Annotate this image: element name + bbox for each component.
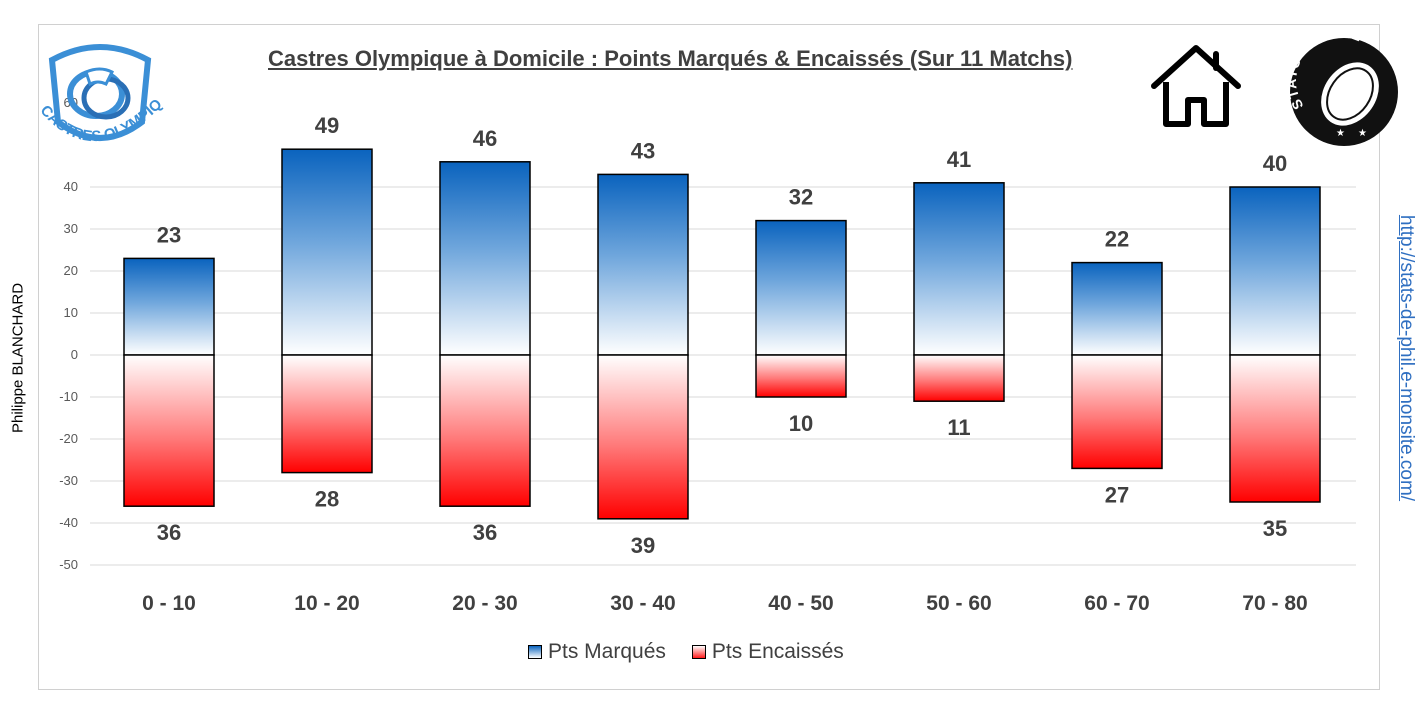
data-label-marques: 40 xyxy=(1263,151,1287,176)
data-label-encaisses: 28 xyxy=(315,487,339,512)
x-category-label: 40 - 50 xyxy=(768,592,833,615)
y-tick-label: -30 xyxy=(59,473,78,488)
data-label-encaisses: 35 xyxy=(1263,516,1287,541)
bar-pts-encaisses xyxy=(123,354,215,507)
x-axis-categories: 0 - 10 10 - 20 20 - 30 30 - 40 40 - 50 50 - 6… xyxy=(142,592,1308,615)
data-label-encaisses: 39 xyxy=(631,533,655,558)
data-label-marques: 32 xyxy=(789,185,813,210)
y-tick-label: -40 xyxy=(59,515,78,530)
x-category-label: 50 - 60 xyxy=(926,592,991,615)
x-category-label: 70 - 80 xyxy=(1242,592,1307,615)
bars xyxy=(123,148,1321,520)
bar-pts-marques xyxy=(281,148,373,356)
svg-text:★: ★ xyxy=(1358,128,1367,139)
site-link[interactable]: http://stats-de-phil.e-monsite.com/ xyxy=(1396,214,1417,502)
x-category-label: 10 - 20 xyxy=(294,592,359,615)
bar-pts-encaisses xyxy=(1071,354,1163,470)
bar-pts-marques xyxy=(755,219,847,356)
y-tick-label: 40 xyxy=(64,179,78,194)
bar-pts-encaisses xyxy=(755,354,847,398)
chart-frame xyxy=(38,24,1380,690)
y-tick-label: -20 xyxy=(59,431,78,446)
bar-pts-encaisses xyxy=(281,354,373,474)
bar-pts-marques xyxy=(123,257,215,356)
bar-pts-marques xyxy=(597,173,689,356)
data-label-marques: 43 xyxy=(631,138,655,163)
data-label-encaisses: 36 xyxy=(157,520,181,545)
author-label: Philippe BLANCHARD xyxy=(9,282,27,434)
y-tick-label: -10 xyxy=(59,389,78,404)
svg-text:★: ★ xyxy=(1336,128,1345,139)
chart-title: Castres Olympique à Domicile : Points Ma… xyxy=(268,46,1073,71)
bar-pts-encaisses xyxy=(597,354,689,520)
bar-pts-marques xyxy=(1229,186,1321,356)
data-label-marques: 22 xyxy=(1105,227,1129,252)
x-category-label: 30 - 40 xyxy=(610,592,675,615)
legend-label-encaisses: Pts Encaissés xyxy=(711,640,844,663)
legend-swatch-red xyxy=(691,645,706,659)
y-tick-label: 10 xyxy=(64,305,78,320)
y-tick-label: -50 xyxy=(59,557,78,572)
data-label-encaisses: 36 xyxy=(473,520,497,545)
y-tick-label: 0 xyxy=(71,347,78,362)
house-icon xyxy=(1151,45,1241,127)
x-category-label: 20 - 30 xyxy=(452,592,517,615)
stats-de-phil-logo: STATS DE PHIL ★ ★ xyxy=(1288,36,1398,146)
data-label-encaisses: 10 xyxy=(789,411,813,436)
y-tick-label: 20 xyxy=(64,263,78,278)
legend-item-encaisses: Pts Encaissés xyxy=(691,640,844,664)
castres-olympique-logo: CASTRES OLYMPIQUE xyxy=(30,36,166,145)
data-label-marques: 49 xyxy=(315,113,339,138)
bar-pts-marques xyxy=(1071,261,1163,356)
legend-item-marques: Pts Marqués xyxy=(528,640,666,664)
bar-pts-encaisses xyxy=(1229,354,1321,503)
data-label-marques: 46 xyxy=(473,126,497,151)
legend-swatch-blue xyxy=(528,645,542,659)
data-labels: 23 36 49 28 46 36 43 39 32 10 41 11 22 27 40 35 xyxy=(157,113,1287,558)
bar-pts-marques xyxy=(913,182,1005,356)
bar-pts-marques xyxy=(439,161,531,356)
x-category-label: 0 - 10 xyxy=(142,592,196,615)
data-label-encaisses: 27 xyxy=(1105,482,1129,507)
data-label-marques: 23 xyxy=(157,222,181,247)
bar-pts-encaisses xyxy=(913,354,1005,402)
gridlines xyxy=(90,186,1356,566)
y-tick-label: 30 xyxy=(64,221,78,236)
data-label-marques: 41 xyxy=(947,147,971,172)
x-category-label: 60 - 70 xyxy=(1084,592,1149,615)
legend-label-marques: Pts Marqués xyxy=(548,640,666,663)
legend: Pts Marqués Pts Encaissés xyxy=(528,640,844,664)
data-label-encaisses: 11 xyxy=(947,415,970,440)
bar-pts-encaisses xyxy=(439,354,531,507)
